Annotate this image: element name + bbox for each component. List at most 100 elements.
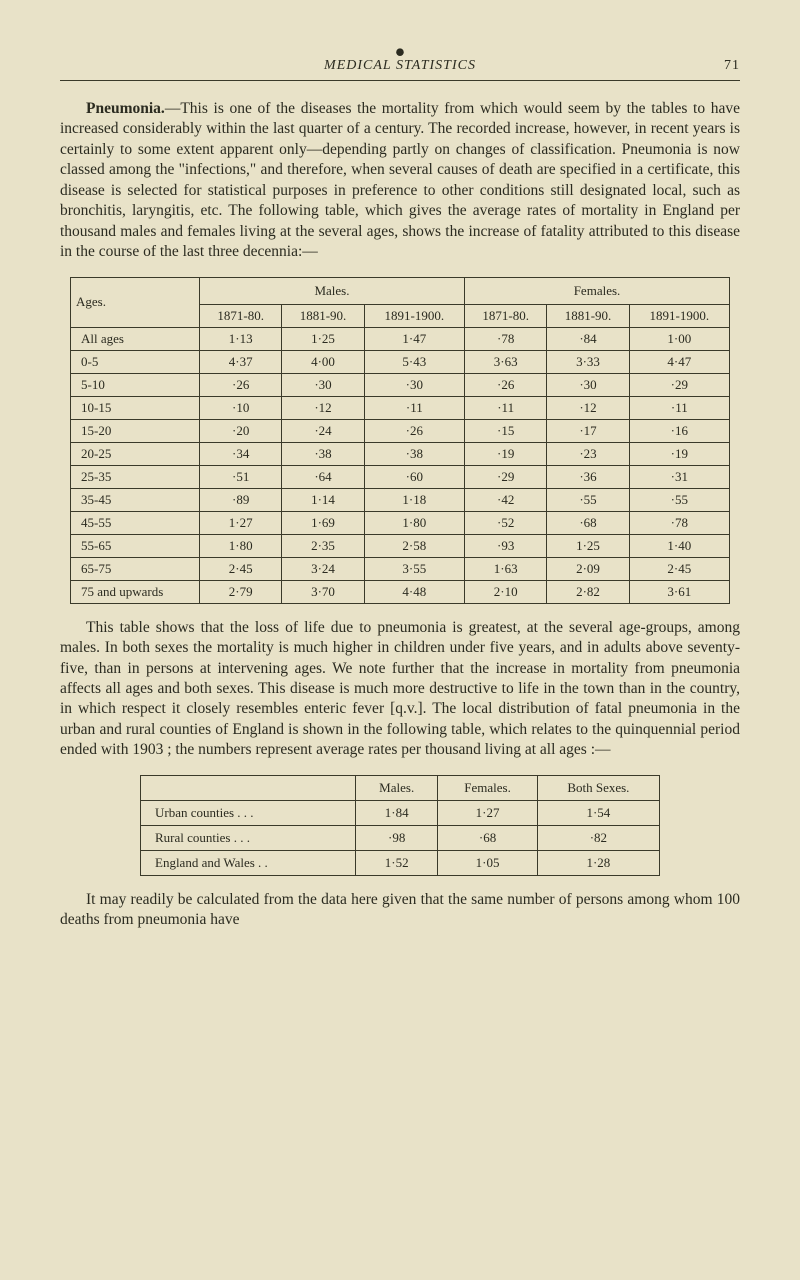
table-cell: 3·24	[282, 557, 364, 580]
table-cell: England and Wales . .	[141, 850, 356, 875]
table-row: 55-651·802·352·58·931·251·40	[71, 534, 730, 557]
table-group-header: Ages. Males. Females.	[71, 277, 730, 304]
table-row: Urban counties . . .1·841·271·54	[141, 800, 660, 825]
header-rule	[60, 80, 740, 81]
table-row: 45-551·271·691·80·52·68·78	[71, 511, 730, 534]
table-cell: ·29	[464, 465, 546, 488]
col-blank	[141, 775, 356, 800]
table-cell: ·12	[547, 396, 629, 419]
table-cell: 1·05	[438, 850, 537, 875]
table-cell: ·68	[547, 511, 629, 534]
table-cell: ·78	[629, 511, 729, 534]
table-cell: ·26	[364, 419, 464, 442]
table-cell: ·31	[629, 465, 729, 488]
table-cell: 25-35	[71, 465, 200, 488]
table-cell: 75 and upwards	[71, 580, 200, 603]
table-cell: ·34	[200, 442, 282, 465]
table-cell: 1·18	[364, 488, 464, 511]
table-cell: ·24	[282, 419, 364, 442]
table-cell: 55-65	[71, 534, 200, 557]
table-cell: ·42	[464, 488, 546, 511]
table-cell: 3·33	[547, 350, 629, 373]
table-cell: 2·35	[282, 534, 364, 557]
table-cell: 1·80	[364, 511, 464, 534]
table-cell: 1·25	[547, 534, 629, 557]
table-cell: ·15	[464, 419, 546, 442]
group-females: Females.	[464, 277, 729, 304]
table-cell: 2·58	[364, 534, 464, 557]
page-number: 71	[710, 58, 740, 74]
table-cell: 4·37	[200, 350, 282, 373]
col-f-1891: 1891-1900.	[629, 304, 729, 327]
distribution-table: Males. Females. Both Sexes. Urban counti…	[140, 775, 660, 876]
table-cell: ·10	[200, 396, 282, 419]
table-cell: ·19	[464, 442, 546, 465]
table-cell: ·38	[282, 442, 364, 465]
table-cell: 2·45	[200, 557, 282, 580]
table-cell: 1·80	[200, 534, 282, 557]
table-cell: 1·63	[464, 557, 546, 580]
col-females: Females.	[438, 775, 537, 800]
paragraph-2: This table shows that the loss of life d…	[60, 618, 740, 761]
table-cell: 2·09	[547, 557, 629, 580]
table-cell: ·30	[547, 373, 629, 396]
table-cell: ·30	[282, 373, 364, 396]
col-ages: Ages.	[71, 277, 200, 327]
col-m-1891: 1891-1900.	[364, 304, 464, 327]
table-cell: 1·14	[282, 488, 364, 511]
table-cell: 45-55	[71, 511, 200, 534]
table-row: 0-54·374·005·433·633·334·47	[71, 350, 730, 373]
table-cell: 1·27	[200, 511, 282, 534]
table-cell: ·68	[438, 825, 537, 850]
table-cell: 1·40	[629, 534, 729, 557]
table-cell: 2·45	[629, 557, 729, 580]
table-cell: ·89	[200, 488, 282, 511]
col-f-1871: 1871-80.	[464, 304, 546, 327]
table-cell: 2·79	[200, 580, 282, 603]
table-cell: 1·69	[282, 511, 364, 534]
table-cell: ·64	[282, 465, 364, 488]
table-cell: 3·61	[629, 580, 729, 603]
table-row: All ages1·131·251·47·78·841·00	[71, 327, 730, 350]
table-cell: 1·00	[629, 327, 729, 350]
table-row: 75 and upwards2·793·704·482·102·823·61	[71, 580, 730, 603]
col-males: Males.	[356, 775, 438, 800]
table-cell: 20-25	[71, 442, 200, 465]
table-cell: ·12	[282, 396, 364, 419]
mortality-table: Ages. Males. Females. 1871-80. 1881-90. …	[70, 277, 730, 604]
table-cell: 1·54	[537, 800, 659, 825]
table-cell: 65-75	[71, 557, 200, 580]
table-cell: 1·52	[356, 850, 438, 875]
col-m-1871: 1871-80.	[200, 304, 282, 327]
table-cell: ·55	[547, 488, 629, 511]
table-cell: 0-5	[71, 350, 200, 373]
table-cell: ·78	[464, 327, 546, 350]
table-cell: 3·63	[464, 350, 546, 373]
table-cell: 10-15	[71, 396, 200, 419]
paragraph-1-body: —This is one of the diseases the mortali…	[60, 100, 740, 260]
table-row: 25-35·51·64·60·29·36·31	[71, 465, 730, 488]
table-row: Rural counties . . .·98·68·82	[141, 825, 660, 850]
table2-col-header: Males. Females. Both Sexes.	[141, 775, 660, 800]
table-cell: ·17	[547, 419, 629, 442]
table-cell: ·19	[629, 442, 729, 465]
table-cell: 35-45	[71, 488, 200, 511]
table-cell: 5-10	[71, 373, 200, 396]
table-cell: ·11	[364, 396, 464, 419]
table-cell: ·98	[356, 825, 438, 850]
table-cell: 1·25	[282, 327, 364, 350]
table-cell: 1·47	[364, 327, 464, 350]
table-cell: ·23	[547, 442, 629, 465]
table-cell: 5·43	[364, 350, 464, 373]
col-m-1881: 1881-90.	[282, 304, 364, 327]
paragraph-lead: Pneumonia.	[86, 100, 165, 117]
table-cell: 1·28	[537, 850, 659, 875]
paragraph-1: Pneumonia.—This is one of the diseases t…	[60, 99, 740, 263]
table-row: England and Wales . .1·521·051·28	[141, 850, 660, 875]
col-both: Both Sexes.	[537, 775, 659, 800]
table-cell: 4·00	[282, 350, 364, 373]
running-header: MEDICAL STATISTICS 71	[60, 58, 740, 80]
table-row: 20-25·34·38·38·19·23·19	[71, 442, 730, 465]
table-cell: ·26	[200, 373, 282, 396]
table-cell: 1·84	[356, 800, 438, 825]
